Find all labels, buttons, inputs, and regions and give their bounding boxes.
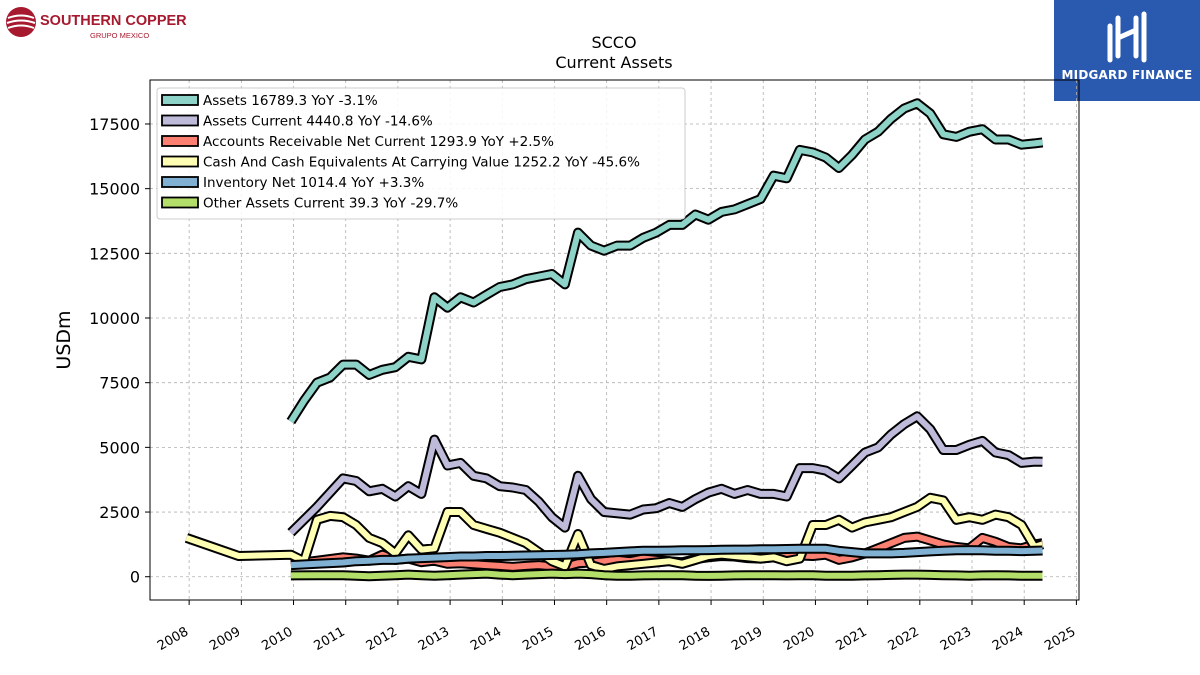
plot-frame [149,79,1080,601]
southern-copper-wordmark: SOUTHERN COPPER [40,13,187,29]
x-tick-label-0: 2008 [155,624,191,654]
midgard-finance-logo: MIDGARD FINANCE [1054,0,1200,101]
y-tick-label-4: 10000 [89,309,140,328]
series-assets-current [287,411,1043,537]
legend-swatch-accounts-receivable-net-current [161,135,199,147]
x-tick-label-9: 2017 [625,624,661,654]
series-other-assets-current [290,568,1043,582]
x-tick-label-3: 2011 [312,624,348,654]
legend-label-assets: Assets 16789.3 YoY -3.1% [203,93,378,109]
y-axis-label: USDm [53,310,75,369]
series-line-assets [288,100,1043,424]
legend-label-accounts-receivable-net-current: Accounts Receivable Net Current 1293.9 Y… [203,134,554,150]
x-tick-label-12: 2020 [781,624,817,654]
legend-label-inventory-net: Inventory Net 1014.4 YoY +3.3% [203,175,424,191]
midgard-finance-wordmark: MIDGARD FINANCE [1061,68,1193,82]
x-tick-label-2: 2010 [259,624,295,654]
x-tick-label-4: 2012 [364,624,400,654]
x-tick-label-15: 2023 [938,624,974,654]
series-line-cash-and-cash-equivalents-at-carrying-value [185,494,1044,572]
series-line-other-assets-current [290,570,1043,580]
y-tick-label-7: 17500 [89,115,140,134]
series-cash-and-cash-equivalents-at-carrying-value [184,492,1045,574]
x-tick-label-16: 2024 [990,624,1026,654]
y-tick-label-5: 12500 [89,244,140,263]
legend-swatch-inventory-net [161,176,199,188]
x-tick-label-8: 2016 [573,624,609,654]
legend-swatch-cash-and-cash-equivalents-at-carrying-value [161,155,199,168]
southern-copper-emblem-icon [6,7,36,37]
series-line-inventory-net [290,545,1043,569]
x-tick-label-1: 2009 [207,624,243,654]
y-tick-label-3: 7500 [99,374,140,393]
legend-swatch-assets-current [161,114,199,127]
legend-label-other-assets-current: Other Assets Current 39.3 YoY -29.7% [203,196,458,212]
series-line-assets-current [288,413,1043,535]
y-tick-label-6: 15000 [89,180,140,199]
midgard-monogram-icon [1107,11,1147,63]
x-tick-label-6: 2014 [468,624,504,654]
legend-label-cash-and-cash-equivalents-at-carrying-value: Cash And Cash Equivalents At Carrying Va… [203,155,640,171]
x-tick-label-17: 2025 [1042,624,1078,654]
y-tick-label-2: 5000 [99,438,140,457]
x-tick-label-11: 2019 [729,624,765,654]
x-tick-label-14: 2022 [886,624,922,654]
x-tick-label-7: 2015 [520,624,556,654]
legend-box [156,87,686,220]
legend-swatch-assets [161,94,199,106]
series-layer [184,98,1045,582]
x-tick-label-5: 2013 [416,624,452,654]
x-tick-label-10: 2018 [677,624,713,654]
series-assets [286,98,1044,425]
series-inventory-net [290,543,1043,571]
chart-subtitle: Current Assets [555,53,672,72]
legend-label-assets-current: Assets Current 4440.8 YoY -14.6% [203,114,433,130]
legend-swatch-other-assets-current [161,196,199,209]
chart-title: SCCO [591,33,636,52]
y-tick-label-0: 0 [130,568,140,587]
y-tick-label-1: 2500 [99,503,140,522]
southern-copper-logo: SOUTHERN COPPER GRUPO MEXICO [4,4,204,44]
grupo-mexico-wordmark: GRUPO MEXICO [90,31,149,40]
legend: Assets 16789.3 YoY -3.1% Assets Current 4… [156,87,686,220]
x-tick-label-13: 2021 [833,624,869,654]
